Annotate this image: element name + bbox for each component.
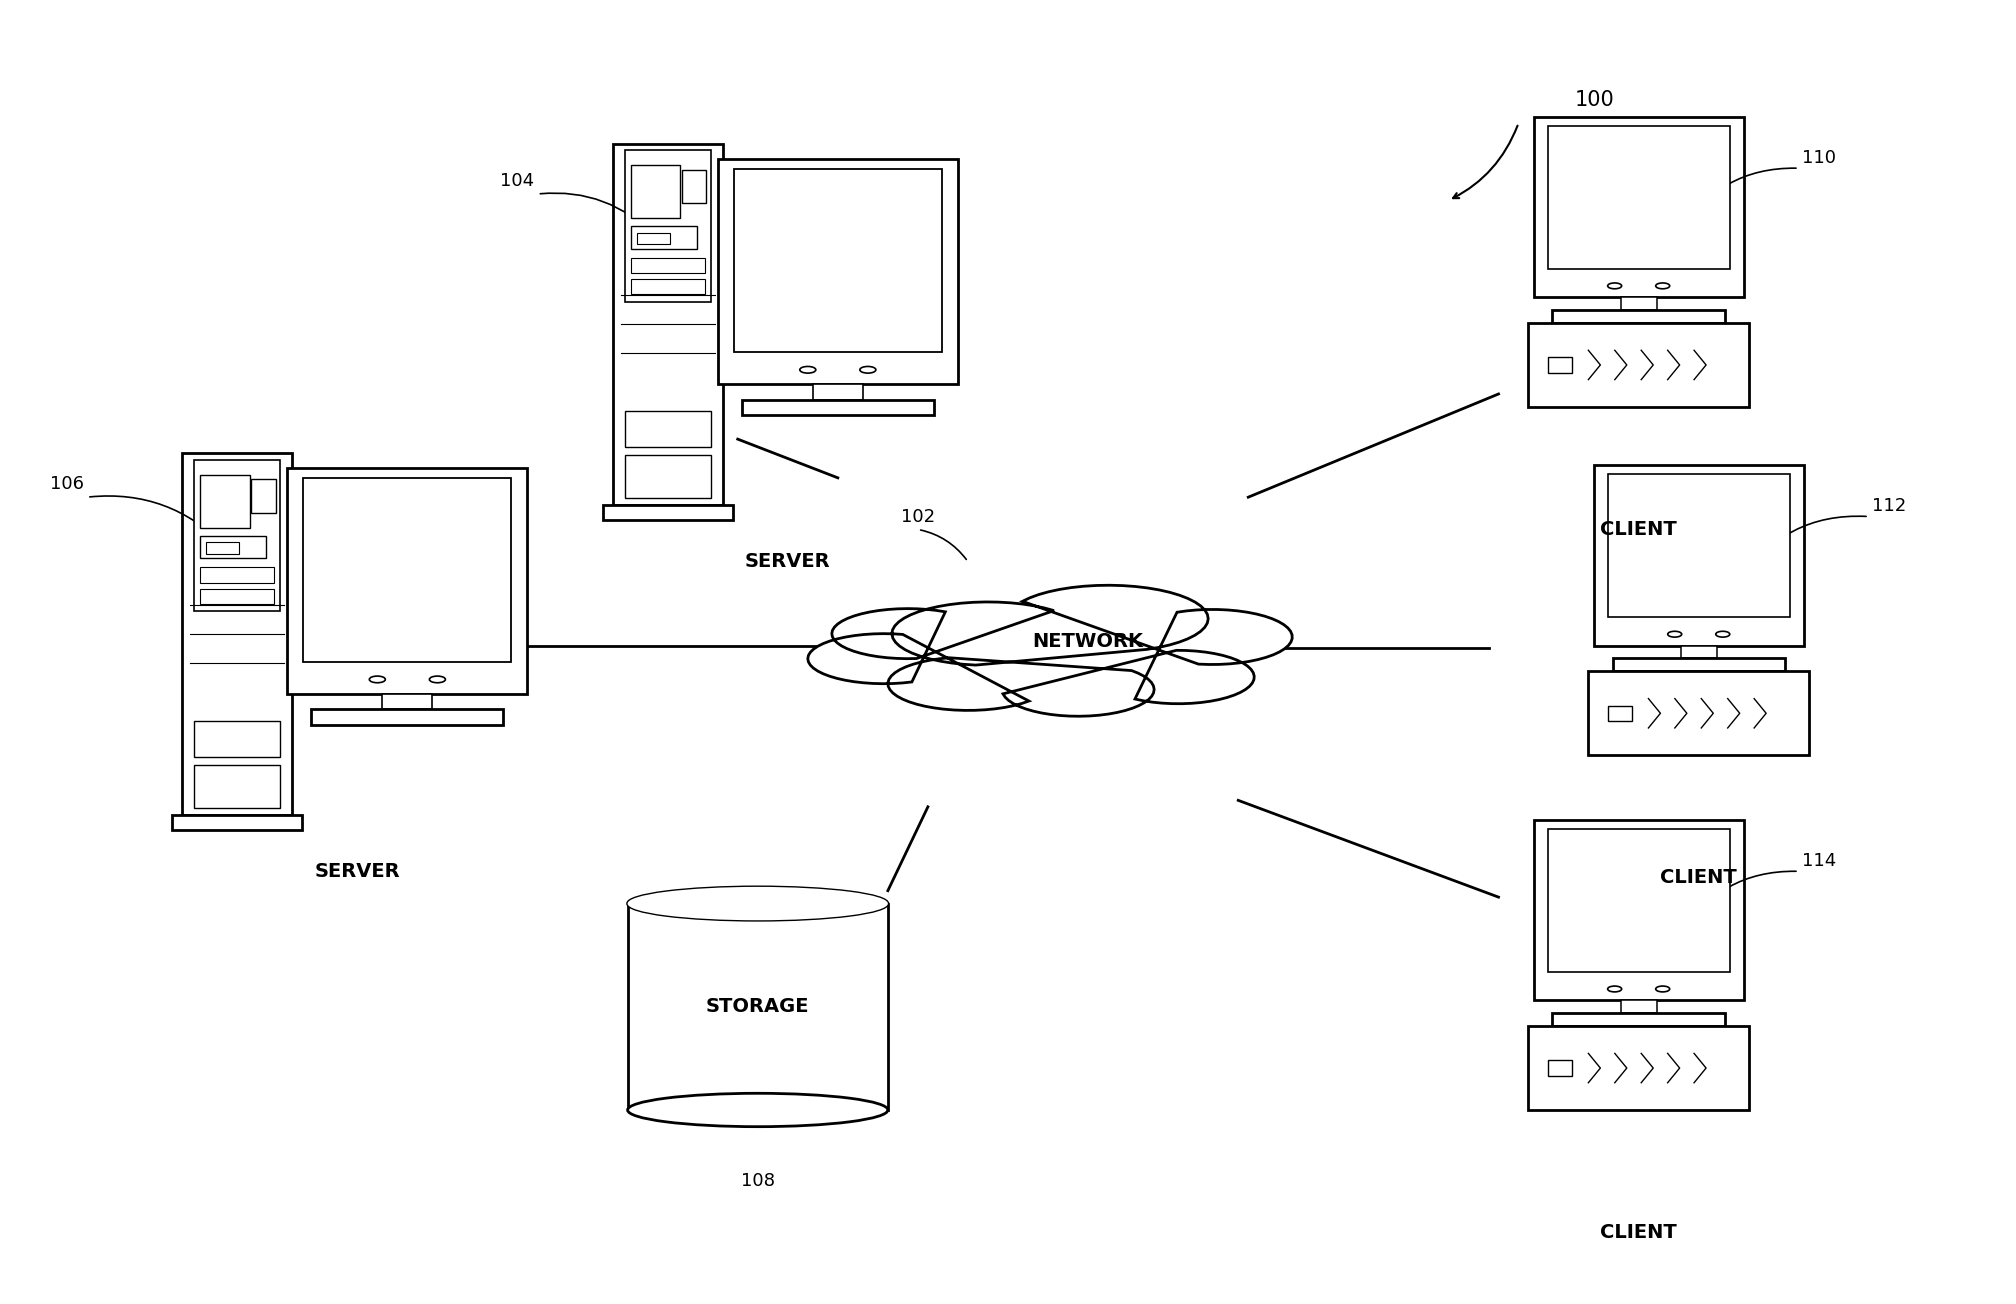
Polygon shape [631,279,706,295]
Text: SERVER: SERVER [314,862,399,880]
Text: 112: 112 [1871,497,1905,515]
Polygon shape [625,455,712,498]
Text: NETWORK: NETWORK [1032,632,1143,651]
Polygon shape [200,536,266,558]
Polygon shape [631,258,706,273]
Polygon shape [1609,705,1633,721]
Text: 104: 104 [500,172,534,190]
Polygon shape [200,567,274,583]
Polygon shape [637,233,669,244]
Polygon shape [1548,829,1730,971]
Text: CLIENT: CLIENT [1601,520,1677,539]
Ellipse shape [1716,631,1730,638]
Ellipse shape [429,675,446,683]
Polygon shape [200,475,250,528]
Text: STORAGE: STORAGE [706,998,810,1016]
Text: 110: 110 [1802,149,1837,167]
Polygon shape [1621,1000,1657,1013]
Polygon shape [200,588,274,604]
Ellipse shape [1607,986,1621,992]
Polygon shape [171,815,302,831]
Polygon shape [1621,297,1657,310]
Text: SERVER: SERVER [746,552,831,571]
Text: CLIENT: CLIENT [1661,868,1738,887]
Ellipse shape [800,366,816,373]
Text: CLIENT: CLIENT [1601,1223,1677,1241]
Polygon shape [1593,466,1804,645]
Polygon shape [194,721,280,758]
Ellipse shape [1667,631,1681,638]
Polygon shape [1548,357,1572,373]
Polygon shape [734,168,941,352]
Ellipse shape [627,887,887,921]
Text: 108: 108 [740,1172,774,1191]
Polygon shape [252,480,276,512]
Polygon shape [1589,672,1808,755]
Polygon shape [613,143,722,505]
Ellipse shape [1655,986,1669,992]
Ellipse shape [1655,283,1669,288]
Ellipse shape [627,887,887,921]
Polygon shape [1552,310,1726,323]
Polygon shape [286,468,528,694]
Polygon shape [812,385,863,400]
Polygon shape [627,904,887,1110]
Polygon shape [742,400,933,415]
Polygon shape [194,764,280,808]
Ellipse shape [861,366,875,373]
Polygon shape [1552,1013,1726,1026]
Text: 102: 102 [901,507,935,526]
Polygon shape [310,709,504,725]
Polygon shape [1681,645,1718,659]
Text: 114: 114 [1802,852,1837,870]
Polygon shape [1528,1026,1750,1110]
Polygon shape [625,150,712,301]
Polygon shape [1534,116,1744,297]
Polygon shape [1548,125,1730,269]
Ellipse shape [627,1093,887,1127]
Polygon shape [718,159,958,385]
Polygon shape [302,479,512,661]
Ellipse shape [369,675,385,683]
Polygon shape [631,226,698,249]
Polygon shape [383,694,431,709]
Polygon shape [681,170,706,203]
Text: 100: 100 [1574,90,1615,110]
Polygon shape [1548,1060,1572,1076]
Polygon shape [808,585,1292,716]
Polygon shape [194,460,280,612]
Text: 106: 106 [50,475,85,493]
Polygon shape [603,505,732,520]
Polygon shape [1607,473,1790,617]
Polygon shape [1528,323,1750,407]
Polygon shape [1534,820,1744,1000]
Polygon shape [181,454,292,815]
Polygon shape [631,166,679,218]
Polygon shape [1613,659,1784,672]
Ellipse shape [1607,283,1621,288]
Polygon shape [625,411,712,447]
Polygon shape [206,542,240,554]
